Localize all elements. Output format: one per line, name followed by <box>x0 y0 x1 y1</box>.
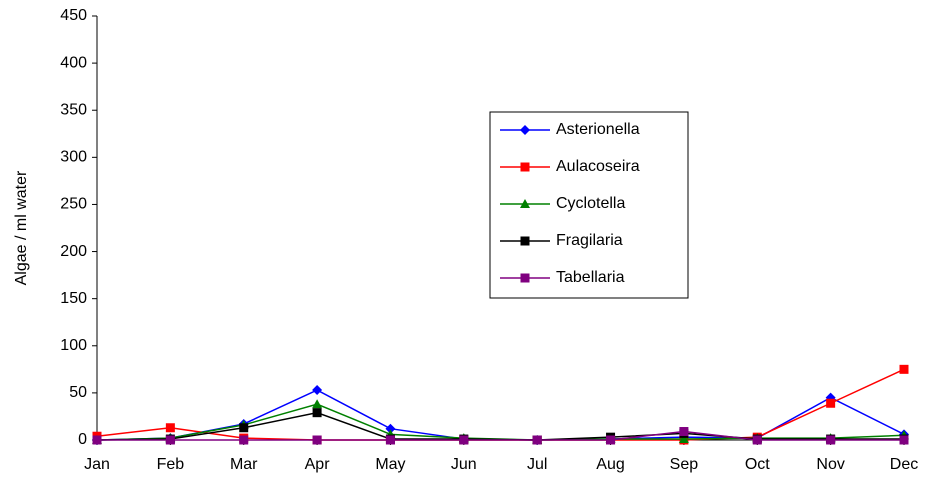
point <box>459 435 469 445</box>
point <box>312 399 323 409</box>
y-tick-label: 350 <box>60 101 87 118</box>
point <box>312 435 322 445</box>
y-tick-label: 200 <box>60 243 87 260</box>
point <box>678 434 689 444</box>
y-tick-label: 400 <box>60 54 87 71</box>
series-line <box>97 430 904 441</box>
point <box>312 385 323 396</box>
x-tick-label: May <box>375 456 405 473</box>
x-tick-label: Feb <box>157 456 185 473</box>
y-tick-label: 300 <box>60 149 87 166</box>
point <box>679 427 689 437</box>
x-tick-label: Apr <box>305 456 331 473</box>
y-tick-label: 100 <box>60 337 87 354</box>
point <box>899 435 909 445</box>
point <box>385 423 396 434</box>
legend-label: Fragilaria <box>556 232 623 249</box>
y-axis-label: Algae / ml water <box>13 170 30 285</box>
point <box>239 423 249 433</box>
x-tick-label: Nov <box>816 456 844 473</box>
x-tick-label: Jul <box>527 456 547 473</box>
legend-label: Aulacoseira <box>556 158 640 175</box>
legend-marker <box>520 125 530 135</box>
point <box>312 408 322 418</box>
legend-marker <box>520 236 530 246</box>
x-tick-label: Aug <box>596 456 624 473</box>
legend-label: Asterionella <box>556 121 640 138</box>
y-tick-label: 450 <box>60 7 87 24</box>
legend-marker <box>520 273 530 283</box>
point <box>606 435 616 445</box>
y-tick-label: 50 <box>69 384 87 401</box>
y-tick-label: 150 <box>60 290 87 307</box>
point <box>385 435 395 445</box>
point <box>532 435 542 445</box>
point <box>826 398 836 408</box>
point <box>165 435 175 445</box>
point <box>752 435 762 445</box>
series-line <box>96 411 904 441</box>
point <box>826 435 836 445</box>
legend-label: Cyclotella <box>556 195 625 212</box>
point <box>92 435 102 445</box>
x-tick-label: Dec <box>890 456 918 473</box>
point <box>165 423 175 433</box>
x-tick-label: Sep <box>670 456 699 473</box>
y-tick-label: 0 <box>78 431 87 448</box>
y-tick-label: 250 <box>60 196 87 213</box>
x-tick-label: Jan <box>84 456 110 473</box>
legend-marker <box>520 162 530 172</box>
legend-label: Tabellaria <box>556 269 625 286</box>
point <box>899 364 909 374</box>
point <box>239 435 249 445</box>
series-line <box>96 389 905 441</box>
legend-marker <box>520 199 530 208</box>
x-tick-label: Mar <box>230 456 258 473</box>
x-tick-label: Oct <box>745 456 770 473</box>
x-tick-label: Jun <box>451 456 477 473</box>
